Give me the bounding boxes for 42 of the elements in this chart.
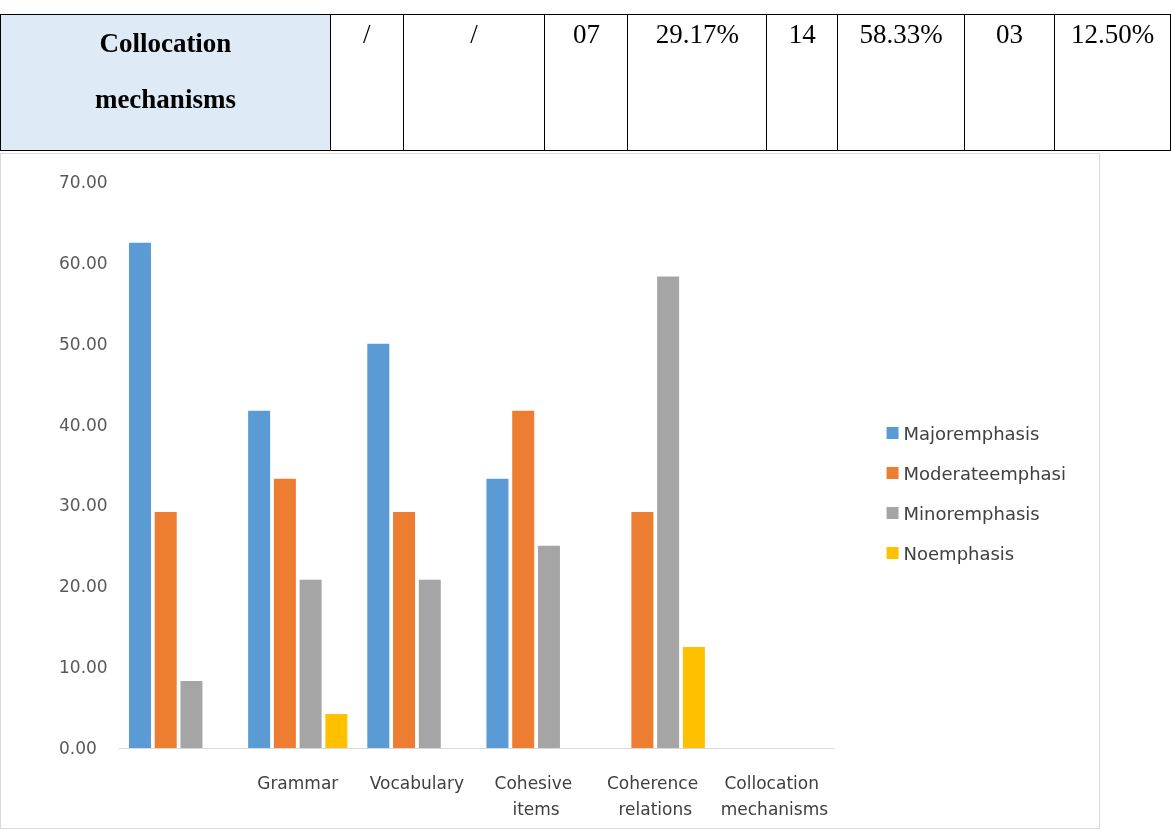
text: / — [403, 14, 545, 151]
y-tick-label: 60.00 — [59, 252, 108, 273]
text: Collocation mechanisms — [0, 14, 331, 151]
legend-label: Minoremphasis — [903, 502, 1040, 524]
x-tick-label: Collocation mechanisms — [720, 773, 829, 819]
legend-label: Majoremphasis — [903, 422, 1040, 444]
x-tick-label: Cohesive items — [494, 773, 578, 819]
y-tick-label: 10.00 — [59, 657, 108, 678]
bar — [154, 511, 177, 748]
text: / — [330, 14, 404, 151]
bar — [418, 579, 441, 748]
bar — [273, 478, 296, 748]
y-tick-label: 50.00 — [59, 333, 108, 354]
x-tick-label: Vocabulary — [369, 773, 465, 793]
y-tick-label: 0.00 — [59, 738, 97, 758]
y-tick-label: 30.00 — [59, 495, 108, 516]
bar — [248, 410, 271, 748]
bar — [657, 276, 680, 748]
bar — [299, 579, 322, 748]
text: 58.33% — [837, 14, 965, 151]
text: 29.17% — [627, 14, 767, 151]
text: 07 — [544, 14, 628, 151]
bar — [486, 478, 509, 748]
bar — [631, 511, 654, 748]
bar — [512, 410, 535, 748]
legend-label: Moderateemphasi — [903, 462, 1067, 484]
y-tick-label: 70.00 — [59, 172, 108, 192]
x-tick-label: Grammar — [257, 773, 339, 793]
bar — [180, 680, 203, 748]
x-tick-label: Coherence relations — [606, 773, 704, 819]
text: 12.50% — [1054, 14, 1171, 151]
bar — [367, 343, 390, 748]
text: 14 — [766, 14, 838, 151]
bar — [537, 545, 560, 748]
bar — [325, 714, 348, 748]
bar — [128, 242, 151, 748]
bar — [393, 511, 416, 748]
bar — [682, 646, 705, 748]
y-tick-label: 40.00 — [59, 414, 108, 435]
y-tick-label: 20.00 — [59, 576, 108, 597]
text: 03 — [964, 14, 1055, 151]
legend-label: Noemphasis — [903, 542, 1015, 564]
